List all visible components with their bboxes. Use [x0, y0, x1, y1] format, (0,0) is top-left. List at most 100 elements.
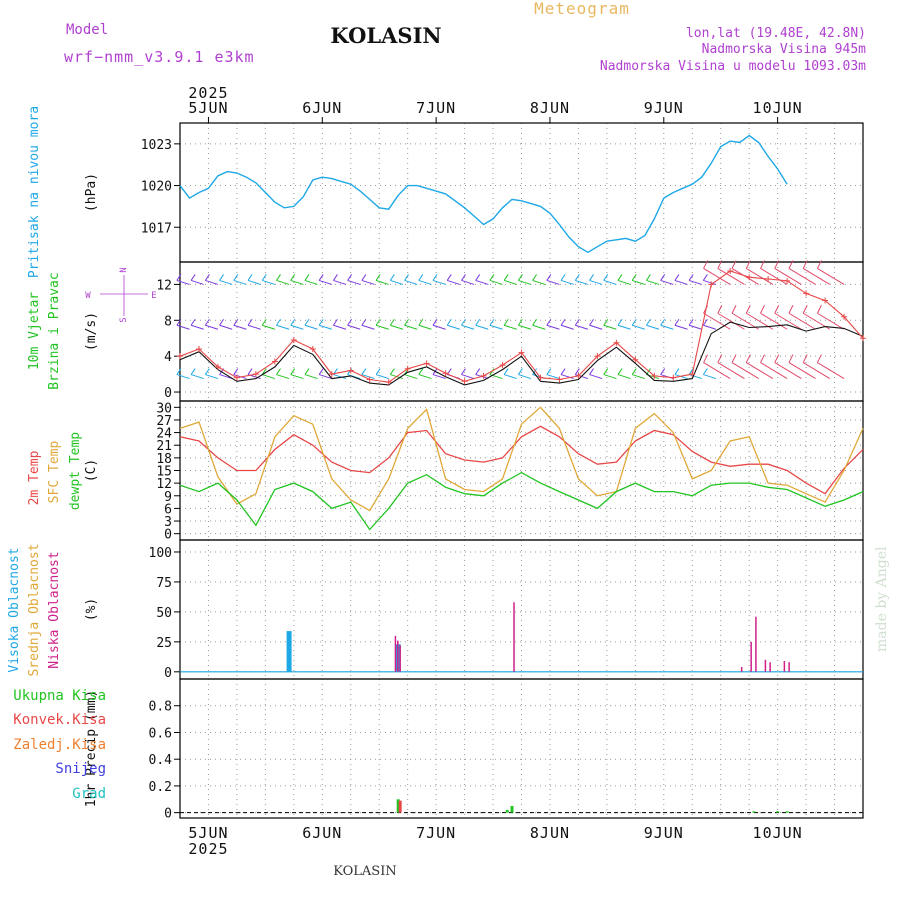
wind-barb: [304, 274, 310, 281]
wind-barb: [546, 368, 552, 375]
wind-barb: [646, 324, 660, 330]
wind-barb: [574, 318, 580, 326]
wind-barb: [447, 279, 460, 285]
gust-marker: [765, 276, 772, 283]
day-label-bottom: 5JUN: [188, 824, 228, 842]
wind-barb: [290, 368, 296, 375]
wind-barb: [475, 318, 481, 326]
wind-barb: [219, 274, 224, 281]
wind-barb: [375, 318, 381, 326]
wind-barb: [774, 260, 780, 269]
wind-barb: [504, 374, 517, 380]
wind-barb: [361, 318, 367, 326]
y-tick-label: 25: [156, 636, 172, 651]
wind-barb: [276, 318, 281, 326]
model-name: wrf−nmm_v3.9.1 e3km: [64, 48, 255, 66]
wind-barb: [190, 368, 196, 375]
wind-barb: [646, 318, 651, 326]
wind-barb: [389, 274, 395, 281]
wind-speed-line: [179, 321, 864, 386]
wind-barb: [560, 368, 566, 375]
wind-barb: [375, 374, 389, 380]
wind-barb: [703, 324, 717, 330]
wind-barb: [375, 274, 381, 281]
gust-marker: [670, 374, 677, 381]
wind-barb: [746, 362, 774, 380]
wind-barb: [717, 305, 723, 314]
y-axis-label: (%): [84, 598, 99, 621]
wind-barb: [574, 368, 580, 375]
wind-barb: [603, 318, 609, 326]
gust-marker: [499, 362, 506, 369]
wind-barb: [319, 324, 332, 330]
gust-marker: [708, 281, 715, 288]
station-title: KOLASIN: [330, 23, 441, 48]
wind-barb: [703, 354, 709, 363]
wind-barb: [233, 324, 247, 330]
wind-barb: [703, 267, 731, 285]
wind-barb: [461, 324, 475, 330]
location-text: lon,lat (19.48E, 42.8N): [686, 26, 866, 41]
wind-barb: [774, 312, 802, 330]
wind-barb: [176, 274, 182, 281]
y-tick-label: 0: [164, 666, 172, 681]
wind-barb: [518, 374, 532, 380]
wind-barb: [731, 260, 737, 269]
panel-2: 0 4 8 12 (m/s): [84, 261, 864, 402]
gust-marker: [290, 337, 297, 344]
wind-barb: [503, 318, 509, 326]
cloud-bar: [769, 662, 771, 672]
day-label-bottom: 9JUN: [644, 824, 684, 842]
precip-bar: [398, 800, 402, 813]
wind-barb: [802, 267, 831, 285]
day-label-top: 10JUN: [753, 99, 803, 117]
wind-barb: [745, 260, 751, 269]
wind-barb: [361, 374, 375, 380]
wind-barb: [674, 324, 688, 330]
day-label-top: 8JUN: [530, 99, 570, 117]
wind-barb: [389, 318, 395, 326]
wind-barb: [418, 374, 432, 380]
wind-barb: [475, 324, 489, 330]
wind-barb: [532, 279, 546, 285]
wind-barb: [817, 267, 845, 285]
wind-barb: [574, 274, 580, 281]
header: Model wrf−nmm_v3.9.1 e3km KOLASIN Meteog…: [64, 0, 866, 74]
wind-barb: [205, 374, 219, 380]
wind-barb: [660, 274, 666, 281]
y-tick-label: 21: [156, 439, 172, 454]
wind-barb: [304, 318, 310, 326]
y-tick-label: 9: [164, 490, 172, 505]
wind-barb: [318, 274, 324, 281]
wind-barb: [760, 312, 788, 330]
wind-barb: [390, 279, 404, 285]
wind-barb: [233, 368, 239, 375]
wind-barb: [503, 274, 509, 281]
y-axis-label: (C): [84, 459, 99, 482]
wind-barb: [176, 368, 182, 375]
wind-barb: [774, 354, 780, 363]
gust-marker: [442, 370, 449, 377]
wind-barb: [504, 279, 517, 285]
y-axis-label: 1hr Precip (mm): [84, 690, 99, 807]
wind-barb: [517, 368, 523, 375]
wind-barb: [731, 354, 737, 363]
wind-barb: [817, 362, 845, 380]
wind-barb: [589, 368, 594, 375]
gust-marker: [252, 371, 259, 378]
wind-barb: [190, 324, 204, 330]
y-tick-label: 0: [164, 386, 172, 401]
cloud-bar: [788, 662, 790, 672]
wind-barb: [389, 368, 395, 375]
precip-bar: [776, 811, 780, 813]
y-tick-label: 1020: [141, 180, 172, 195]
wind-barb: [632, 324, 645, 330]
wind-barb: [290, 324, 304, 330]
gust-marker: [632, 356, 639, 363]
wind-barb: [532, 324, 546, 330]
gust-marker: [404, 365, 411, 372]
wind-barb: [617, 318, 623, 326]
wind-barb: [204, 368, 210, 375]
wind-barb: [504, 324, 517, 330]
wind-barb: [404, 274, 409, 281]
